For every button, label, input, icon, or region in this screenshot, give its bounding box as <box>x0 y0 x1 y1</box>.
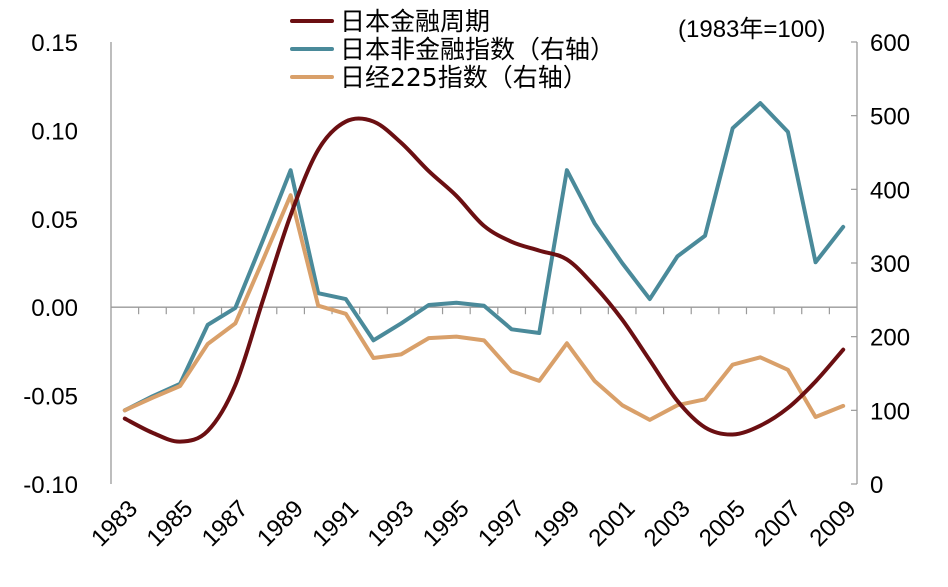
x-tick-label: 1989 <box>252 495 309 552</box>
left-y-tick-label: 0.05 <box>31 207 78 234</box>
x-tick-label: 1995 <box>418 495 475 552</box>
right-y-tick-label: 300 <box>870 251 910 278</box>
x-tick-label: 1985 <box>141 495 198 552</box>
right-y-tick-label: 600 <box>870 30 910 57</box>
x-tick-label: 1983 <box>86 495 143 552</box>
x-tick-label: 2009 <box>805 495 862 552</box>
right-y-tick-label: 200 <box>870 325 910 352</box>
nonfinancial-index-line <box>122 101 846 413</box>
x-tick-label: 1987 <box>197 495 254 552</box>
right-y-tick-label: 0 <box>870 472 883 499</box>
series-lines <box>122 101 846 444</box>
left-y-tick-label: 0.00 <box>31 295 78 322</box>
x-tick-label: 1993 <box>363 495 420 552</box>
legend-label-nonfinancial-index: 日本非金融指数（右轴） <box>340 35 615 64</box>
axis-labels: -0.10 -0.05 0.00 0.05 0.10 0.15 0 100 200 300 400 5… <box>23 30 910 552</box>
right-y-tick-label: 500 <box>870 104 910 131</box>
financial-cycle-line <box>122 116 846 444</box>
right-y-tick-label: 400 <box>870 177 910 204</box>
unit-note: (1983年=100) <box>678 16 825 43</box>
left-y-tick-label: -0.10 <box>23 472 78 499</box>
legend-label-financial-cycle: 日本金融周期 <box>340 7 490 36</box>
x-tick-label: 2007 <box>749 495 806 552</box>
x-tick-label: 1999 <box>528 495 585 552</box>
left-y-tick-label: -0.05 <box>23 384 78 411</box>
x-tick-label: 1997 <box>473 495 530 552</box>
legend-label-nikkei225: 日经225指数（右轴） <box>340 63 588 92</box>
x-tick-label: 2003 <box>639 495 696 552</box>
axes <box>110 41 858 485</box>
nikkei225-line <box>122 193 846 422</box>
x-tick-label: 2005 <box>694 495 751 552</box>
legend: 日本金融周期 日本非金融指数（右轴） 日经225指数（右轴） <box>290 7 615 92</box>
x-tick-label: 2001 <box>584 495 641 552</box>
x-tick-label: 1991 <box>307 495 364 552</box>
right-y-tick-label: 100 <box>870 398 910 425</box>
left-y-tick-label: 0.10 <box>31 118 78 145</box>
left-y-tick-label: 0.15 <box>31 30 78 57</box>
